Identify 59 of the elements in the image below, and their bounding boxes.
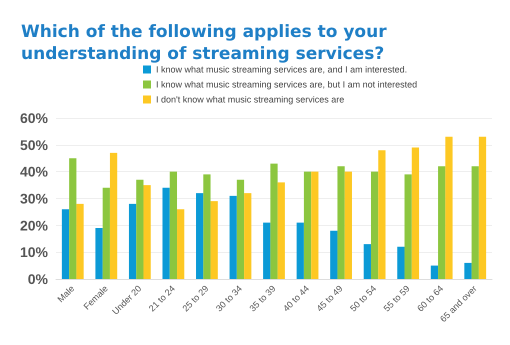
bar <box>110 152 118 279</box>
legend-label: I know what music streaming services are, but I am not interested <box>156 80 418 90</box>
x-tick-label: 35 to 39 <box>247 283 278 314</box>
bar <box>404 174 412 279</box>
bar <box>230 196 237 279</box>
bar <box>438 166 446 279</box>
bar <box>344 172 352 279</box>
x-tick-label: 55 to 59 <box>382 283 412 314</box>
y-tick-label: 30% <box>20 190 49 206</box>
bar <box>196 193 204 279</box>
bar <box>464 262 472 279</box>
bar <box>370 172 378 279</box>
legend-label: I don't know what music streaming services are <box>156 94 344 104</box>
bar <box>330 230 338 279</box>
bar <box>296 222 304 279</box>
bar <box>337 166 345 279</box>
x-tick-label: 40 to 44 <box>281 283 312 314</box>
bar <box>412 148 420 279</box>
x-tick-label: 25 to 29 <box>180 283 210 314</box>
bar <box>62 209 70 279</box>
bar <box>244 193 252 279</box>
bar <box>445 136 453 279</box>
bar <box>162 188 170 279</box>
bar <box>136 180 144 279</box>
y-tick-label: 20% <box>20 217 49 234</box>
bar <box>95 228 103 279</box>
bar <box>236 180 244 279</box>
bar <box>430 266 438 279</box>
y-tick-label: 60% <box>20 110 49 126</box>
bar <box>472 166 479 279</box>
bar <box>69 158 76 279</box>
bar <box>364 244 371 279</box>
bar <box>143 185 151 279</box>
bar <box>128 204 136 279</box>
bar <box>76 204 84 279</box>
bar <box>311 172 318 279</box>
legend-label: I know what music streaming services are, and I am interested. <box>156 64 408 74</box>
y-tick-label: 40% <box>20 164 49 180</box>
y-tick-label: 10% <box>20 244 49 260</box>
chart-title: Which of the following applies to your understanding of streaming services? <box>21 22 393 64</box>
bar <box>278 182 285 279</box>
bar <box>304 172 312 279</box>
x-tick-label: 21 to 24 <box>146 283 177 314</box>
x-tick-label: 60 to 64 <box>415 283 446 314</box>
bar <box>170 172 178 279</box>
bar <box>203 174 211 279</box>
bar <box>378 150 386 279</box>
x-tick-label: 30 to 34 <box>214 283 244 314</box>
bar <box>210 201 218 279</box>
bar <box>397 246 405 279</box>
x-tick-label: 50 to 54 <box>348 283 378 314</box>
bar <box>270 164 278 279</box>
bar <box>102 188 110 279</box>
x-tick-label: 45 to 49 <box>314 283 345 314</box>
y-tick-label: 0% <box>28 271 49 287</box>
y-tick-label: 50% <box>20 136 49 153</box>
bar <box>263 222 270 279</box>
bar <box>478 136 486 279</box>
bar <box>177 209 184 279</box>
